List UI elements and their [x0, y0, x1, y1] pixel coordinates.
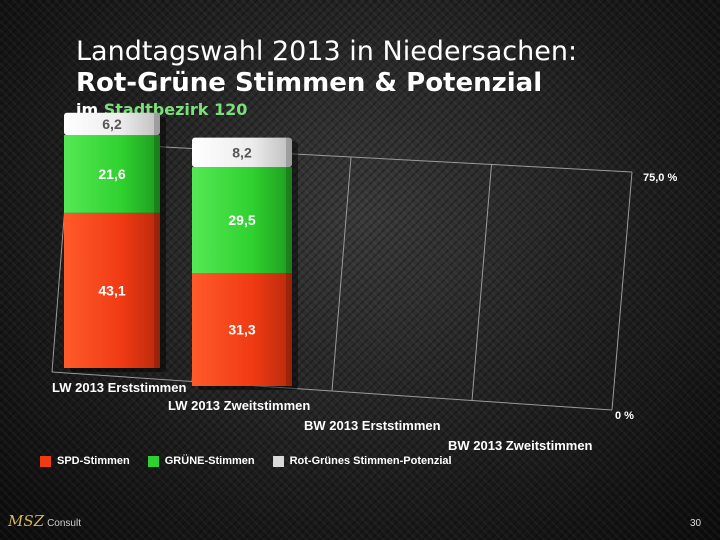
legend-label-gruene: GRÜNE-Stimmen [164, 455, 255, 467]
data-label-spd-2: 31,3 [228, 322, 255, 338]
grid-line-right [611, 171, 633, 411]
category-label-1: LW 2013 Erststimmen [52, 380, 186, 395]
bar-potenzial-1 [64, 112, 160, 136]
title-line-2: Rot-Grüne Stimmen & Potenzial [76, 68, 543, 98]
category-label-3: BW 2013 Erststimmen [304, 418, 441, 433]
logo-mark: MSZ [8, 512, 45, 530]
data-label-potenzial-2: 8,2 [232, 144, 252, 160]
bar-gruene-2 [192, 167, 292, 274]
legend: SPD-Stimmen GRÜNE-Stimmen Rot-Grünes Sti… [40, 455, 452, 467]
category-label-4: BW 2013 Zweitstimmen [448, 438, 593, 453]
ytick-label-max: 75,0 % [643, 172, 677, 184]
bar-edge-2 [286, 137, 292, 386]
legend-label-spd: SPD-Stimmen [57, 455, 130, 467]
title-line-1: Landtagswahl 2013 in Niedersachen: [76, 36, 578, 67]
grid-line-divider-3 [471, 164, 492, 401]
category-label-2: LW 2013 Zweitstimmen [168, 398, 310, 413]
company-logo: MSZ Consult [8, 512, 81, 530]
legend-item-gruene: GRÜNE-Stimmen [147, 455, 255, 467]
ytick-label-min: 0 % [615, 410, 634, 422]
legend-swatch-spd [40, 455, 51, 467]
data-label-gruene-1: 21,6 [98, 166, 125, 182]
legend-label-potenzial: Rot-Grünes Stimmen-Potenzial [289, 455, 452, 467]
chart-bars [64, 112, 298, 390]
bar-potenzial-2 [192, 137, 292, 168]
page-number: 30 [690, 518, 702, 529]
data-label-gruene-2: 29,5 [228, 212, 255, 228]
bar-gruene-1 [64, 135, 160, 213]
data-label-spd-1: 43,1 [98, 282, 125, 298]
chart-labels: 75,0 % 0 % 43,1 21,6 6,2 31,3 29,5 8,2 LW 2013 E… [52, 116, 677, 453]
bar-edge-1 [154, 112, 160, 368]
legend-swatch-potenzial [272, 455, 284, 467]
bar-spd-2 [192, 273, 292, 386]
logo-sub: Consult [47, 518, 81, 529]
legend-item-potenzial: Rot-Grünes Stimmen-Potenzial [272, 455, 452, 467]
legend-swatch-gruene [147, 455, 159, 467]
bar-spd-1 [64, 212, 160, 368]
grid-line-divider-2 [331, 156, 352, 392]
data-label-potenzial-1: 6,2 [102, 116, 122, 132]
legend-item-spd: SPD-Stimmen [40, 455, 130, 467]
